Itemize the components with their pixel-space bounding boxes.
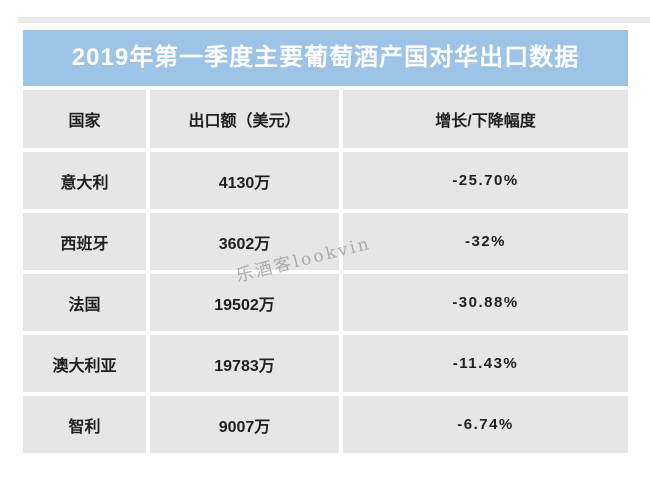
table-cell-amount: 19783万 bbox=[150, 335, 339, 392]
table-cell-country: 澳大利亚 bbox=[23, 335, 146, 392]
table-cell-amount: 9007万 bbox=[150, 396, 339, 453]
table-cell-amount: 19502万 bbox=[150, 274, 339, 331]
table-cell-amount: 4130万 bbox=[150, 152, 339, 209]
table-cell-change: -11.43% bbox=[343, 335, 628, 392]
column-header-country: 国家 bbox=[23, 90, 146, 148]
table-cell-country: 法国 bbox=[23, 274, 146, 331]
top-divider-line bbox=[18, 17, 650, 23]
table-title: 2019年第一季度主要葡萄酒产国对华出口数据 bbox=[23, 30, 628, 86]
table-cell-change: -32% bbox=[343, 213, 628, 270]
column-header-change: 增长/下降幅度 bbox=[343, 90, 628, 148]
table-cell-country: 智利 bbox=[23, 396, 146, 453]
table-cell-change: -6.74% bbox=[343, 396, 628, 453]
table-cell-amount: 3602万 bbox=[150, 213, 339, 270]
wine-export-table: 2019年第一季度主要葡萄酒产国对华出口数据 国家 出口额（美元） 增长/下降幅… bbox=[23, 30, 628, 453]
table-cell-change: -25.70% bbox=[343, 152, 628, 209]
table-cell-change: -30.88% bbox=[343, 274, 628, 331]
table-grid: 国家 出口额（美元） 增长/下降幅度 意大利 4130万 -25.70% 西班牙… bbox=[23, 90, 628, 453]
column-header-export-amount: 出口额（美元） bbox=[150, 90, 339, 148]
table-cell-country: 西班牙 bbox=[23, 213, 146, 270]
table-cell-country: 意大利 bbox=[23, 152, 146, 209]
